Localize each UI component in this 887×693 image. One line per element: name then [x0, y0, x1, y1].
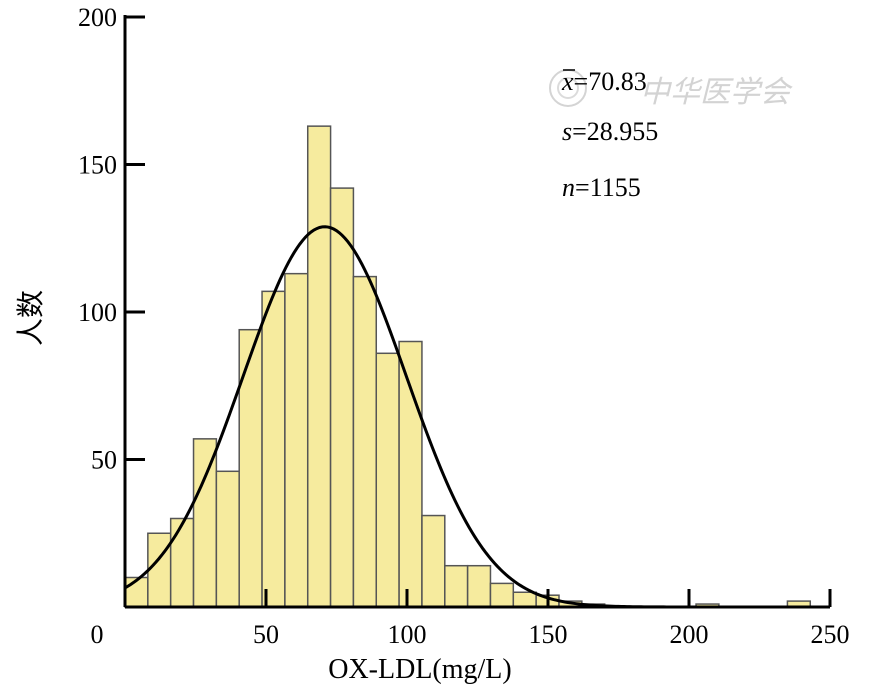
- y-tick-label: 100: [78, 298, 117, 327]
- y-tick-label: 50: [91, 446, 117, 475]
- y-ticks: 50 100 150 200: [78, 3, 145, 475]
- sd-annotation: s=28.955: [562, 117, 658, 146]
- histogram-bar: [489, 582, 515, 608]
- y-tick-label: 200: [78, 3, 117, 32]
- y-axis-title: 人数: [15, 290, 47, 346]
- n-value: =1155: [575, 173, 641, 202]
- histogram-bar: [352, 275, 378, 608]
- mean-annotation: x=70.83: [561, 67, 647, 96]
- y-tick-label: 150: [78, 151, 117, 180]
- n-annotation: n=1155: [562, 173, 641, 202]
- histogram-bar: [284, 272, 309, 608]
- x-tick-label: 200: [670, 620, 709, 649]
- x-tick-label: 150: [529, 620, 568, 649]
- x-ticks: 0 50 100 150 200 250: [91, 589, 850, 649]
- stats-annotation: x=70.83 s=28.955 n=1155: [561, 67, 658, 202]
- histogram-bar: [238, 328, 263, 608]
- histogram-bar: [444, 564, 469, 608]
- x-tick-label: 50: [253, 620, 279, 649]
- histogram-bar: [306, 125, 332, 608]
- histogram-bar: [329, 187, 355, 608]
- mean-value: =70.83: [574, 67, 647, 96]
- x-tick-label: 100: [388, 620, 427, 649]
- histogram-bars: [124, 125, 812, 608]
- x-axis-title: OX-LDL(mg/L): [328, 654, 512, 685]
- x-tick-label: 250: [811, 620, 850, 649]
- x-tick-label: 0: [91, 620, 104, 649]
- histogram-bar: [466, 564, 492, 608]
- mean-symbol: x: [561, 67, 574, 96]
- histogram-bar: [421, 514, 446, 608]
- sd-symbol: s: [562, 117, 572, 146]
- histogram-bar: [512, 591, 537, 608]
- histogram-bar: [261, 290, 286, 608]
- histogram-bar: [192, 438, 218, 608]
- histogram-bar: [147, 532, 172, 608]
- histogram-bar: [169, 517, 195, 608]
- histogram-bar: [398, 340, 423, 608]
- histogram-bar: [215, 470, 240, 608]
- sd-value: =28.955: [572, 117, 658, 146]
- n-symbol: n: [562, 173, 575, 202]
- watermark-text: 中华医学会: [640, 75, 793, 110]
- watermark-logo: 中华医学会: [549, 69, 793, 110]
- histogram-bar: [375, 352, 400, 608]
